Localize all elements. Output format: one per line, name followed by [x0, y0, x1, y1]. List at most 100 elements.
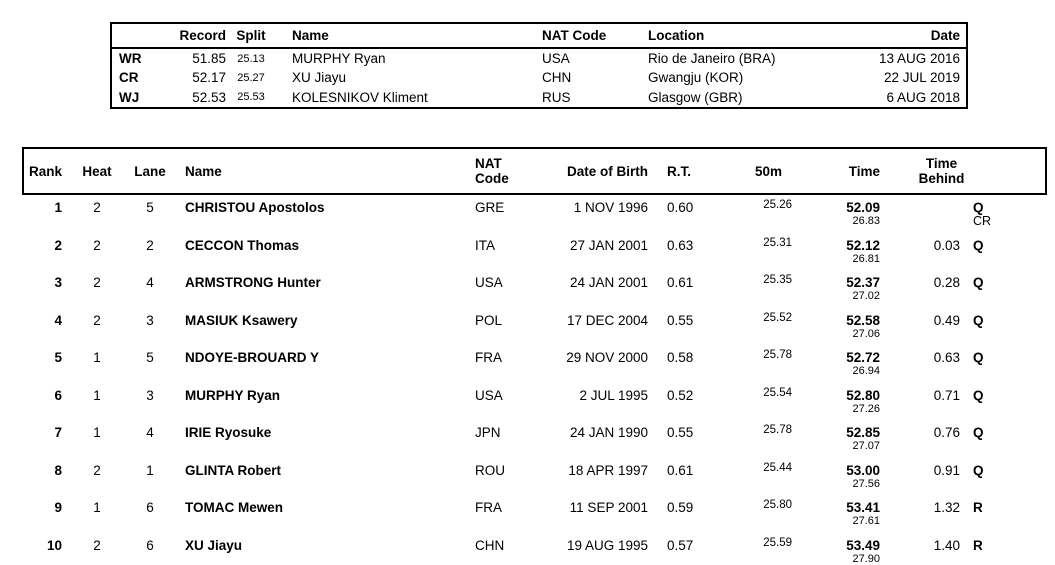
result-rank: 6 — [54, 387, 62, 403]
result-dob: 18 APR 1997 — [568, 462, 648, 478]
result-time: 52.58 — [846, 312, 880, 328]
result-rt: 0.61 — [667, 275, 694, 291]
result-rt: 0.61 — [667, 462, 694, 478]
result-second-50-split: 27.02 — [852, 290, 880, 303]
result-second-50-split: 26.83 — [852, 215, 880, 227]
result-nat-code: USA — [475, 275, 503, 291]
results-header-lane: Lane — [134, 163, 166, 179]
result-qualification: R — [973, 500, 983, 516]
result-heat: 1 — [93, 500, 101, 516]
result-lane: 4 — [146, 425, 154, 441]
result-qualification: Q — [973, 425, 984, 441]
result-row: 7 1 4 IRIE Ryosuke JPN 24 JAN 1990 0.55 … — [22, 420, 1047, 458]
record-row: WJ 52.53 25.53 KOLESNIKOV Kliment RUS Gl… — [112, 88, 966, 107]
result-time: 53.41 — [846, 500, 880, 516]
result-heat: 2 — [93, 312, 101, 328]
result-heat: 2 — [93, 237, 101, 253]
record-label: WJ — [119, 89, 140, 105]
result-heat: 1 — [93, 387, 101, 403]
result-nat-code: ROU — [475, 462, 505, 478]
result-heat: 2 — [93, 200, 101, 215]
result-name: MURPHY Ryan — [185, 387, 281, 403]
record-split: 25.13 — [237, 52, 265, 65]
results-header-heat: Heat — [82, 163, 112, 179]
result-second-50-split: 27.06 — [852, 327, 880, 340]
result-lane: 6 — [146, 500, 154, 516]
result-time: 53.49 — [846, 537, 880, 553]
result-nat-code: ITA — [475, 237, 495, 253]
records-header-name: Name — [292, 28, 329, 43]
record-location: Rio de Janeiro (BRA) — [648, 51, 776, 67]
result-name: TOMAC Mewen — [185, 500, 284, 516]
records-header-date: Date — [930, 28, 960, 43]
result-time: 52.37 — [846, 275, 880, 291]
result-qualification-note — [960, 403, 1047, 416]
result-second-50-split: 26.94 — [852, 365, 880, 378]
result-nat-code: JPN — [475, 425, 501, 441]
result-rt: 0.55 — [667, 425, 694, 441]
result-50m-split: 25.26 — [763, 199, 792, 211]
result-name: GLINTA Robert — [185, 462, 281, 478]
record-name: KOLESNIKOV Kliment — [292, 89, 428, 105]
result-row: 8 2 1 GLINTA Robert ROU 18 APR 1997 0.61… — [22, 458, 1047, 496]
result-rt: 0.52 — [667, 387, 694, 403]
record-date: 13 AUG 2016 — [878, 51, 960, 67]
result-name: ARMSTRONG Hunter — [185, 275, 321, 291]
result-heat: 2 — [93, 462, 101, 478]
result-qualification-note — [960, 253, 1047, 266]
result-dob: 24 JAN 2001 — [569, 275, 648, 291]
result-time-behind: 0.49 — [933, 312, 960, 328]
record-name: MURPHY Ryan — [292, 51, 386, 67]
result-rt: 0.60 — [667, 200, 694, 215]
result-dob: 2 JUL 1995 — [579, 387, 648, 403]
result-qualification-note — [960, 290, 1047, 303]
result-heat: 2 — [93, 275, 101, 291]
result-lane: 3 — [146, 312, 154, 328]
result-row: 5 1 5 NDOYE-BROUARD Y FRA 29 NOV 2000 0.… — [22, 345, 1047, 383]
result-qualification-note — [960, 440, 1047, 453]
result-time: 52.12 — [846, 237, 880, 253]
result-lane: 1 — [146, 462, 154, 478]
result-lane: 4 — [146, 275, 154, 291]
result-heat: 1 — [93, 350, 101, 366]
results-header-50m: 50m — [754, 163, 782, 179]
result-nat-code: FRA — [475, 500, 502, 516]
results-header-rank: Rank — [28, 163, 62, 179]
result-row: 1 2 5 CHRISTOU Apostolos GRE 1 NOV 1996 … — [22, 195, 1047, 233]
record-time: 51.85 — [192, 51, 226, 67]
results-header-time: Time — [848, 163, 880, 179]
results-header-nat-code: NAT Code — [475, 156, 509, 186]
result-rt: 0.57 — [667, 537, 694, 553]
result-dob: 29 NOV 2000 — [566, 350, 648, 366]
record-label: WR — [119, 51, 142, 67]
result-qualification-note — [960, 515, 1047, 528]
result-rank: 3 — [54, 275, 62, 291]
result-nat-code: POL — [475, 312, 503, 328]
record-date: 22 JUL 2019 — [883, 70, 960, 86]
result-row: 6 1 3 MURPHY Ryan USA 2 JUL 1995 0.52 25… — [22, 383, 1047, 421]
result-time: 53.00 — [846, 462, 880, 478]
result-rank: 2 — [54, 237, 62, 253]
record-location: Gwangju (KOR) — [648, 70, 744, 86]
result-rank: 10 — [46, 537, 62, 553]
record-name: XU Jiayu — [292, 70, 347, 86]
result-time-behind — [880, 200, 960, 215]
result-second-50-split: 27.61 — [852, 515, 880, 528]
result-nat-code: USA — [475, 387, 503, 403]
result-dob: 1 NOV 1996 — [573, 200, 648, 215]
result-nat-code: GRE — [475, 200, 505, 215]
result-dob: 19 AUG 1995 — [566, 537, 648, 553]
result-qualification: Q — [973, 350, 984, 366]
result-rank: 8 — [54, 462, 62, 478]
result-qualification-note: CR — [973, 214, 992, 228]
result-50m-split: 25.52 — [763, 311, 792, 324]
result-heat: 1 — [93, 425, 101, 441]
result-second-50-split: 26.81 — [852, 252, 880, 265]
result-dob: 11 SEP 2001 — [569, 500, 648, 516]
result-qualification: R — [973, 537, 983, 553]
results-header-rt: R.T. — [667, 163, 692, 179]
result-time-behind: 0.28 — [933, 275, 960, 291]
result-qualification: Q — [973, 462, 984, 478]
result-qualification: Q — [973, 387, 984, 403]
result-name: MASIUK Ksawery — [185, 312, 298, 328]
